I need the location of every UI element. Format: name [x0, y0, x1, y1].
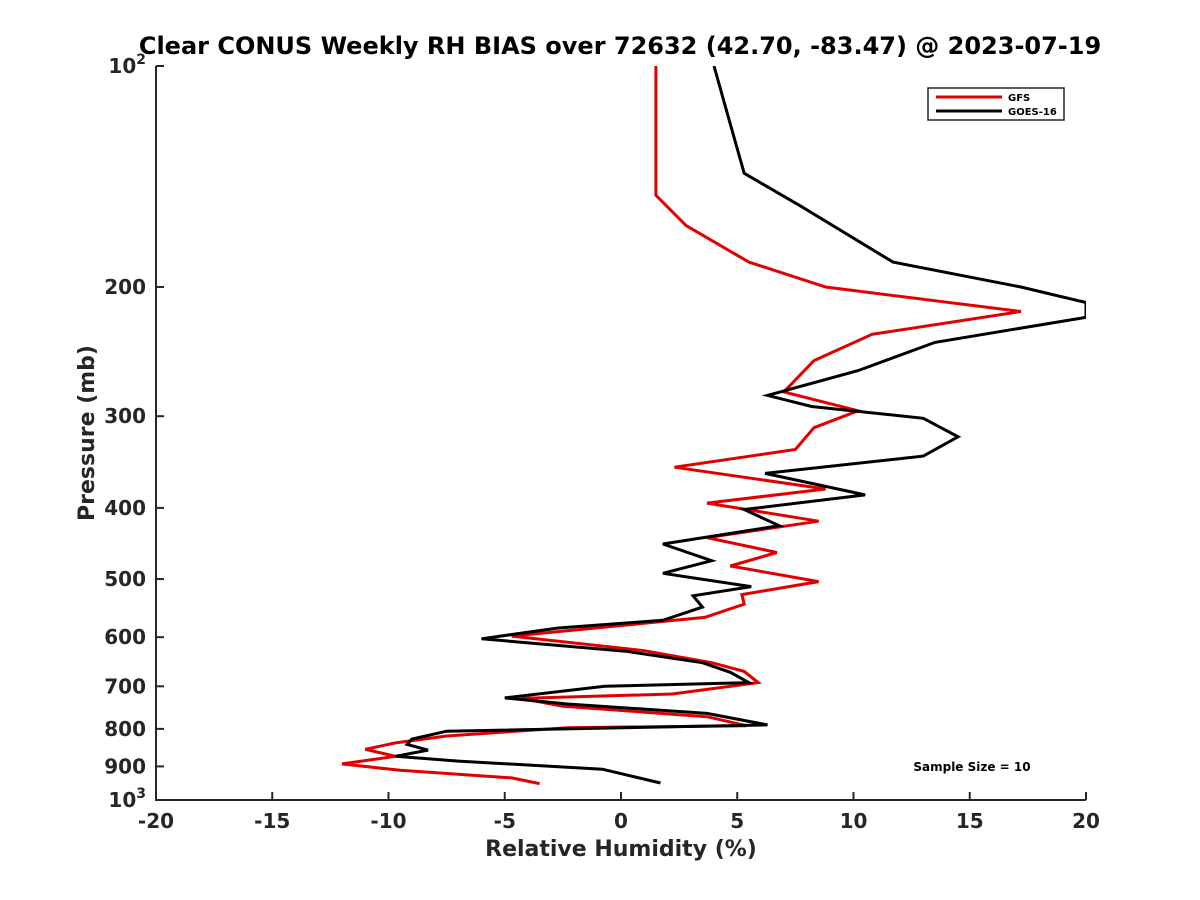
series-line-goes-16	[395, 66, 1086, 785]
chart-title: Clear CONUS Weekly RH BIAS over 72632 (4…	[139, 32, 1101, 60]
y-tick-label: 300	[104, 404, 146, 428]
series-line-gfs	[341, 66, 1022, 786]
x-tick-label: 10	[840, 809, 868, 833]
axes-frame	[155, 66, 1086, 801]
x-tick-label: 15	[956, 809, 984, 833]
x-tick-label: 0	[614, 809, 628, 833]
legend-label: GFS	[1008, 93, 1030, 104]
x-tick-label: -15	[254, 809, 290, 833]
x-tick-label: 20	[1072, 809, 1100, 833]
x-axis-label: Relative Humidity (%)	[485, 837, 757, 862]
y-axis-label: Pressure (mb)	[75, 345, 100, 521]
legend-box	[927, 87, 1065, 121]
y-tick-label: 500	[104, 567, 146, 591]
plot-lines	[341, 66, 1086, 786]
y-tick-label: 400	[104, 496, 146, 520]
legend: GFS GOES-16	[927, 87, 1065, 121]
y-tick-label: 600	[104, 625, 146, 649]
y-tick-label: 102	[108, 52, 146, 78]
y-tick-label: 800	[104, 717, 146, 741]
legend-label: GOES-16	[1008, 107, 1057, 118]
x-tick-label: -20	[138, 809, 174, 833]
x-tick-label: 5	[730, 809, 744, 833]
y-tick-label: 103	[108, 786, 146, 812]
x-axis-ticks: -20 -15 -10 -5 0 5 10 15 20	[138, 792, 1100, 833]
y-axis-ticks: 102 200 300 400 500 600 700 800 900 103	[104, 52, 164, 812]
x-tick-label: -10	[370, 809, 406, 833]
sample-size-note: Sample Size = 10	[913, 760, 1030, 774]
y-tick-label: 900	[104, 754, 146, 778]
x-tick-label: -5	[494, 809, 516, 833]
y-tick-label: 700	[104, 674, 146, 698]
y-tick-label: 200	[104, 275, 146, 299]
